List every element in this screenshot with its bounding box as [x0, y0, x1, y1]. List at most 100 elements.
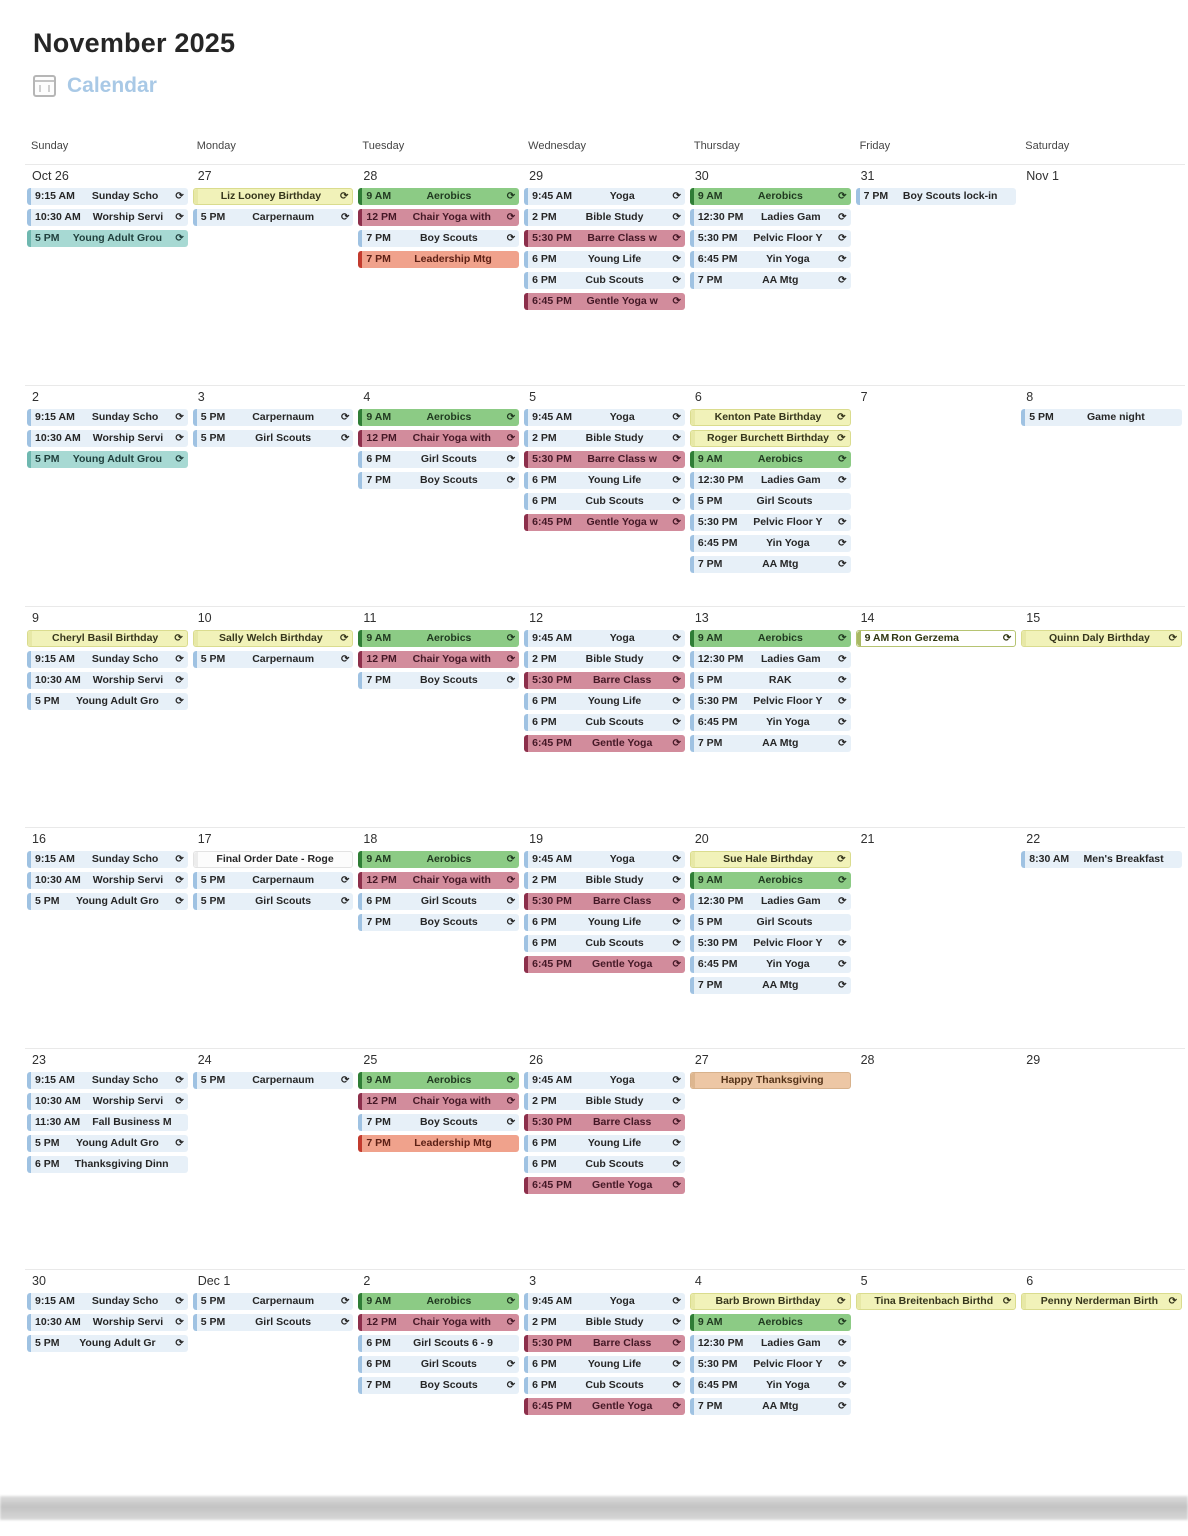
- event-chip[interactable]: 6 PM Cub Scouts ⟳: [524, 272, 685, 289]
- event-chip[interactable]: 6:45 PM Yin Yoga ⟳: [689, 714, 851, 731]
- event-chip[interactable]: 5 PM Girl Scouts: [689, 914, 851, 931]
- event-chip[interactable]: 12 PM Chair Yoga with ⟳: [358, 1314, 520, 1331]
- event-chip[interactable]: 12:30 PM Ladies Gam ⟳: [689, 1335, 851, 1352]
- event-chip[interactable]: 5 PM Young Adult Gro ⟳: [27, 1135, 188, 1152]
- event-chip[interactable]: 9:45 AM Yoga ⟳: [524, 851, 685, 868]
- event-chip[interactable]: 12:30 PM Ladies Gam ⟳: [689, 651, 851, 668]
- event-chip[interactable]: 10:30 AM Worship Servi ⟳: [27, 430, 188, 447]
- event-chip[interactable]: 2 PM Bible Study ⟳: [524, 430, 685, 447]
- event-chip[interactable]: 9:15 AM Sunday Scho ⟳: [27, 1293, 188, 1310]
- event-chip[interactable]: 7 PM AA Mtg ⟳: [689, 735, 851, 752]
- event-chip[interactable]: 6:45 PM Yin Yoga ⟳: [689, 1377, 851, 1394]
- event-chip[interactable]: 6 PM Cub Scouts ⟳: [524, 493, 685, 510]
- event-chip[interactable]: 2 PM Bible Study ⟳: [524, 1314, 685, 1331]
- event-chip[interactable]: 2 PM Bible Study ⟳: [524, 1093, 685, 1110]
- day-cell[interactable]: 30 9 AM Aerobics ⟳ 12:30 PM Ladies Gam ⟳ 5:30 P…: [688, 165, 854, 385]
- event-chip[interactable]: 12 PM Chair Yoga with ⟳: [358, 209, 520, 226]
- event-chip[interactable]: 5:30 PM Barre Class ⟳: [524, 672, 685, 689]
- event-chip[interactable]: 9:45 AM Yoga ⟳: [524, 1072, 685, 1089]
- day-cell[interactable]: 18 9 AM Aerobics ⟳ 12 PM Chair Yoga with ⟳ 6 PM…: [356, 828, 522, 1048]
- event-chip[interactable]: 6:45 PM Gentle Yoga ⟳: [524, 1177, 685, 1194]
- event-chip[interactable]: 6:45 PM Yin Yoga ⟳: [689, 535, 851, 552]
- event-chip[interactable]: 9 AM Aerobics ⟳: [689, 188, 851, 205]
- event-chip[interactable]: 7 PM AA Mtg ⟳: [689, 556, 851, 573]
- event-chip[interactable]: 9:15 AM Sunday Scho ⟳: [27, 1072, 188, 1089]
- event-chip[interactable]: 9:45 AM Yoga ⟳: [524, 409, 685, 426]
- event-chip[interactable]: 5 PM RAK ⟳: [689, 672, 851, 689]
- day-cell[interactable]: 29 9:45 AM Yoga ⟳ 2 PM Bible Study ⟳ 5:30 PM Bar…: [522, 165, 688, 385]
- event-chip[interactable]: 7 PM Boy Scouts ⟳: [358, 672, 520, 689]
- event-chip[interactable]: 6 PM Girl Scouts ⟳: [358, 451, 520, 468]
- day-cell[interactable]: 25 9 AM Aerobics ⟳ 12 PM Chair Yoga with ⟳ 7 PM…: [356, 1049, 522, 1269]
- event-chip[interactable]: 5 PM Young Adult Grou ⟳: [27, 451, 188, 468]
- event-chip[interactable]: 9 AM Aerobics ⟳: [689, 451, 851, 468]
- day-cell[interactable]: 12 9:45 AM Yoga ⟳ 2 PM Bible Study ⟳ 5:30 PM Bar…: [522, 607, 688, 827]
- event-chip[interactable]: 9:15 AM Sunday Scho ⟳: [27, 651, 188, 668]
- event-chip[interactable]: Final Order Date - Roge: [192, 851, 354, 868]
- day-cell[interactable]: 13 9 AM Aerobics ⟳ 12:30 PM Ladies Gam ⟳ 5 PM RA…: [688, 607, 854, 827]
- day-cell[interactable]: 6 Kenton Pate Birthday ⟳ Roger Burchett Bir…: [688, 386, 854, 606]
- event-chip[interactable]: Kenton Pate Birthday ⟳: [689, 409, 851, 426]
- event-chip[interactable]: 9:45 AM Yoga ⟳: [524, 188, 685, 205]
- event-chip[interactable]: 5:30 PM Pelvic Floor Y ⟳: [689, 514, 851, 531]
- event-chip[interactable]: 6 PM Cub Scouts ⟳: [524, 714, 685, 731]
- event-chip[interactable]: 12 PM Chair Yoga with ⟳: [358, 872, 520, 889]
- day-cell[interactable]: 9 Cheryl Basil Birthday ⟳ 9:15 AM Sunday Sch…: [25, 607, 191, 827]
- event-chip[interactable]: 6:45 PM Gentle Yoga ⟳: [524, 1398, 685, 1415]
- day-cell[interactable]: 14 9 AM Ron Gerzema ⟳: [854, 607, 1020, 827]
- day-cell[interactable]: 3 5 PM Carpernaum ⟳ 5 PM Girl Scouts ⟳: [191, 386, 357, 606]
- event-chip[interactable]: 5:30 PM Pelvic Floor Y ⟳: [689, 693, 851, 710]
- event-chip[interactable]: 7 PM Boy Scouts ⟳: [358, 1114, 520, 1131]
- event-chip[interactable]: 9 AM Aerobics ⟳: [358, 409, 520, 426]
- event-chip[interactable]: 5:30 PM Barre Class ⟳: [524, 1114, 685, 1131]
- event-chip[interactable]: 9:15 AM Sunday Scho ⟳: [27, 851, 188, 868]
- day-cell[interactable]: 23 9:15 AM Sunday Scho ⟳ 10:30 AM Worship Ser…: [25, 1049, 191, 1269]
- event-chip[interactable]: 6:45 PM Yin Yoga ⟳: [689, 956, 851, 973]
- day-cell[interactable]: 4 Barb Brown Birthday ⟳ 9 AM Aerobics ⟳ 12:30 …: [688, 1270, 854, 1490]
- day-cell[interactable]: 29: [1019, 1049, 1185, 1269]
- day-cell[interactable]: 2 9:15 AM Sunday Scho ⟳ 10:30 AM Worship Serv…: [25, 386, 191, 606]
- event-chip[interactable]: 2 PM Bible Study ⟳: [524, 651, 685, 668]
- day-cell[interactable]: 22 8:30 AM Men's Breakfast: [1019, 828, 1185, 1048]
- event-chip[interactable]: 6:45 PM Gentle Yoga ⟳: [524, 956, 685, 973]
- day-cell[interactable]: 27 Liz Looney Birthday ⟳ 5 PM Carpernaum ⟳: [191, 165, 357, 385]
- event-chip[interactable]: 6 PM Young Life ⟳: [524, 693, 685, 710]
- day-cell[interactable]: 19 9:45 AM Yoga ⟳ 2 PM Bible Study ⟳ 5:30 PM Bar…: [522, 828, 688, 1048]
- event-chip[interactable]: 7 PM Boy Scouts ⟳: [358, 914, 520, 931]
- event-chip[interactable]: 12:30 PM Ladies Gam ⟳: [689, 893, 851, 910]
- day-cell[interactable]: Oct 26 9:15 AM Sunday Scho ⟳ 10:30 AM Worship…: [25, 165, 191, 385]
- event-chip[interactable]: 5 PM Young Adult Gro ⟳: [27, 693, 188, 710]
- day-cell[interactable]: 28 9 AM Aerobics ⟳ 12 PM Chair Yoga with ⟳ 7 PM…: [356, 165, 522, 385]
- event-chip[interactable]: 6 PM Young Life ⟳: [524, 251, 685, 268]
- event-chip[interactable]: 7 PM Boy Scouts ⟳: [358, 472, 520, 489]
- event-chip[interactable]: 5 PM Girl Scouts ⟳: [192, 893, 354, 910]
- event-chip[interactable]: 5 PM Carpernaum ⟳: [192, 872, 354, 889]
- event-chip[interactable]: 12:30 PM Ladies Gam ⟳: [689, 209, 851, 226]
- event-chip[interactable]: 7 PM Boy Scouts lock-in: [855, 188, 1017, 205]
- event-chip[interactable]: 5:30 PM Barre Class ⟳: [524, 893, 685, 910]
- event-chip[interactable]: 6 PM Cub Scouts ⟳: [524, 935, 685, 952]
- day-cell[interactable]: 5 9:45 AM Yoga ⟳ 2 PM Bible Study ⟳ 5:30 PM Barr…: [522, 386, 688, 606]
- day-cell[interactable]: 26 9:45 AM Yoga ⟳ 2 PM Bible Study ⟳ 5:30 PM Bar…: [522, 1049, 688, 1269]
- event-chip[interactable]: 5 PM Girl Scouts: [689, 493, 851, 510]
- event-chip[interactable]: 5 PM Carpernaum ⟳: [192, 1072, 354, 1089]
- event-chip[interactable]: 5:30 PM Pelvic Floor Y ⟳: [689, 935, 851, 952]
- event-chip[interactable]: 7 PM Leadership Mtg: [358, 251, 520, 268]
- event-chip[interactable]: 6:45 PM Gentle Yoga w ⟳: [524, 514, 685, 531]
- event-chip[interactable]: Roger Burchett Birthday ⟳: [689, 430, 851, 447]
- day-cell[interactable]: 17 Final Order Date - Roge 5 PM Carpernaum ⟳…: [191, 828, 357, 1048]
- event-chip[interactable]: 8:30 AM Men's Breakfast: [1021, 851, 1182, 868]
- day-cell[interactable]: 27 Happy Thanksgiving: [688, 1049, 854, 1269]
- event-chip[interactable]: 5 PM Girl Scouts ⟳: [192, 1314, 354, 1331]
- event-chip[interactable]: 10:30 AM Worship Servi ⟳: [27, 1093, 188, 1110]
- event-chip[interactable]: Sally Welch Birthday ⟳: [192, 630, 354, 647]
- event-chip[interactable]: 2 PM Bible Study ⟳: [524, 872, 685, 889]
- event-chip[interactable]: 6 PM Young Life ⟳: [524, 472, 685, 489]
- event-chip[interactable]: 5:30 PM Barre Class ⟳: [524, 1335, 685, 1352]
- day-cell[interactable]: 7: [854, 386, 1020, 606]
- day-cell[interactable]: Dec 1 5 PM Carpernaum ⟳ 5 PM Girl Scouts ⟳: [191, 1270, 357, 1490]
- event-chip[interactable]: Sue Hale Birthday ⟳: [689, 851, 851, 868]
- event-chip[interactable]: 12 PM Chair Yoga with ⟳: [358, 651, 520, 668]
- event-chip[interactable]: 10:30 AM Worship Servi ⟳: [27, 872, 188, 889]
- event-chip[interactable]: 6 PM Young Life ⟳: [524, 1356, 685, 1373]
